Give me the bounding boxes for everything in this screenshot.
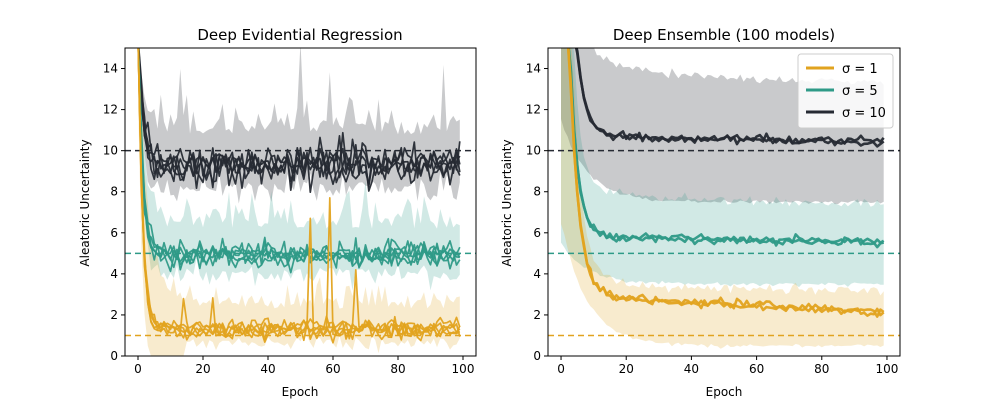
series-line-sigma10-run-5 — [137, 48, 461, 183]
y-tick-label: 0 — [533, 349, 541, 363]
legend-label-sigma5: σ = 5 — [842, 84, 878, 99]
series-line-sigma10-run-4 — [137, 48, 461, 190]
series-line-sigma5-run-2 — [567, 48, 885, 249]
x-tick-label: 60 — [749, 362, 764, 376]
uncertainty-band-sigma1 — [561, 48, 884, 349]
chart-panel-deep-ensemble: Deep Ensemble (100 models) Epoch Aleator… — [500, 26, 901, 399]
y-tick-label: 8 — [110, 185, 118, 199]
x-tick-label: 100 — [876, 362, 899, 376]
x-axis-label: Epoch — [282, 385, 319, 399]
plot-area — [125, 48, 476, 356]
x-tick-label: 100 — [452, 362, 475, 376]
uncertainty-band-sigma5 — [138, 48, 460, 291]
x-tick-label: 20 — [195, 362, 210, 376]
y-tick-label: 14 — [526, 62, 541, 76]
y-tick-label: 14 — [103, 62, 118, 76]
y-tick-label: 2 — [110, 308, 118, 322]
x-tick-label: 80 — [390, 362, 405, 376]
y-tick-label: 0 — [110, 349, 118, 363]
legend-label-sigma1: σ = 1 — [842, 62, 878, 77]
x-tick-label: 0 — [557, 362, 565, 376]
uncertainty-band-sigma10 — [138, 48, 460, 204]
chart-panel-deep-evidential: Deep Evidential Regression Epoch Aleator… — [78, 26, 477, 399]
x-tick-label: 20 — [619, 362, 634, 376]
series-line-sigma5-run-5 — [137, 48, 460, 269]
uncertainty-band-sigma5 — [561, 48, 884, 288]
y-tick-label: 4 — [533, 267, 541, 281]
y-tick-label: 4 — [110, 267, 118, 281]
x-tick-label: 40 — [260, 362, 275, 376]
y-tick-label: 6 — [533, 226, 541, 240]
x-tick-label: 0 — [134, 362, 142, 376]
chart-title: Deep Evidential Regression — [197, 26, 402, 44]
plot-frame — [547, 47, 901, 357]
series-line-sigma1-run-5 — [137, 48, 461, 339]
y-axis-label: Aleatoric Uncertainty — [78, 139, 92, 266]
x-tick-label: 40 — [684, 362, 699, 376]
x-axis-label: Epoch — [706, 385, 743, 399]
legend-label-sigma10: σ = 10 — [842, 106, 886, 121]
chart-title: Deep Ensemble (100 models) — [613, 26, 835, 44]
y-tick-label: 12 — [526, 103, 541, 117]
y-tick-label: 6 — [110, 226, 118, 240]
y-tick-label: 8 — [533, 185, 541, 199]
legend-box — [797, 53, 894, 129]
x-tick-label: 80 — [814, 362, 829, 376]
series-line-sigma1-run-4 — [137, 48, 461, 341]
series-line-sigma10-run-2 — [574, 48, 885, 148]
y-tick-label: 10 — [103, 144, 118, 158]
y-tick-label: 12 — [103, 103, 118, 117]
series-line-sigma5-run-4 — [137, 48, 461, 266]
y-tick-label: 2 — [533, 308, 541, 322]
plot-frame — [124, 47, 477, 357]
y-tick-label: 10 — [526, 144, 541, 158]
series-line-sigma1-run-2 — [567, 48, 885, 318]
y-axis-label: Aleatoric Uncertainty — [500, 139, 514, 266]
x-tick-label: 60 — [325, 362, 340, 376]
legend: σ = 1 σ = 5 σ = 10 — [797, 53, 894, 129]
